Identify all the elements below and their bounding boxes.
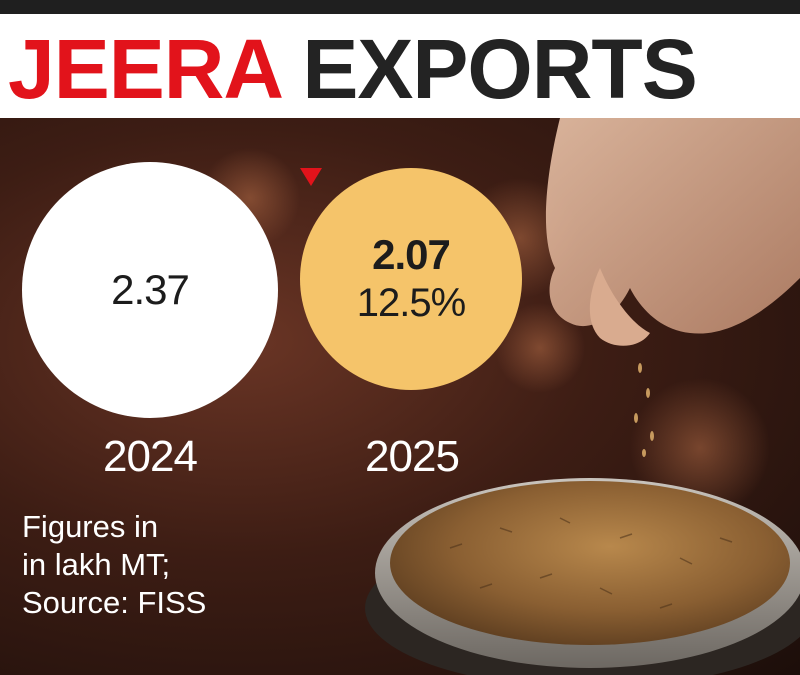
category-label-2025: 2025 (365, 432, 460, 481)
change-label: 12.5% (356, 280, 466, 325)
value-label-2025: 2.07 (372, 230, 451, 278)
bubble-2025: 2.07 12.5% (300, 168, 522, 390)
page-title: JEERA EXPORTS (8, 22, 698, 116)
footnote-line-2: in lakh MT; (22, 547, 171, 582)
title-rest: EXPORTS (302, 22, 697, 116)
footnote-source: Source: FISS (22, 585, 207, 620)
down-triangle-icon (300, 168, 322, 186)
footnote: Figures in in lakh MT; Source: FISS (22, 508, 282, 622)
background-photo: 2.37 2.07 12.5% 2024 2025 Figures in in … (0, 118, 800, 675)
category-label-2024: 2024 (103, 432, 198, 481)
cumin-bowl-illustration (200, 118, 800, 675)
title-highlight: JEERA (8, 22, 281, 116)
footnote-line-1: Figures in (22, 509, 159, 544)
bubble-2024: 2.37 (22, 162, 278, 418)
change-indicator: 12.5% (300, 168, 466, 326)
top-border (0, 0, 800, 14)
header: JEERA EXPORTS (0, 14, 800, 118)
value-label-2024: 2.37 (111, 266, 190, 313)
